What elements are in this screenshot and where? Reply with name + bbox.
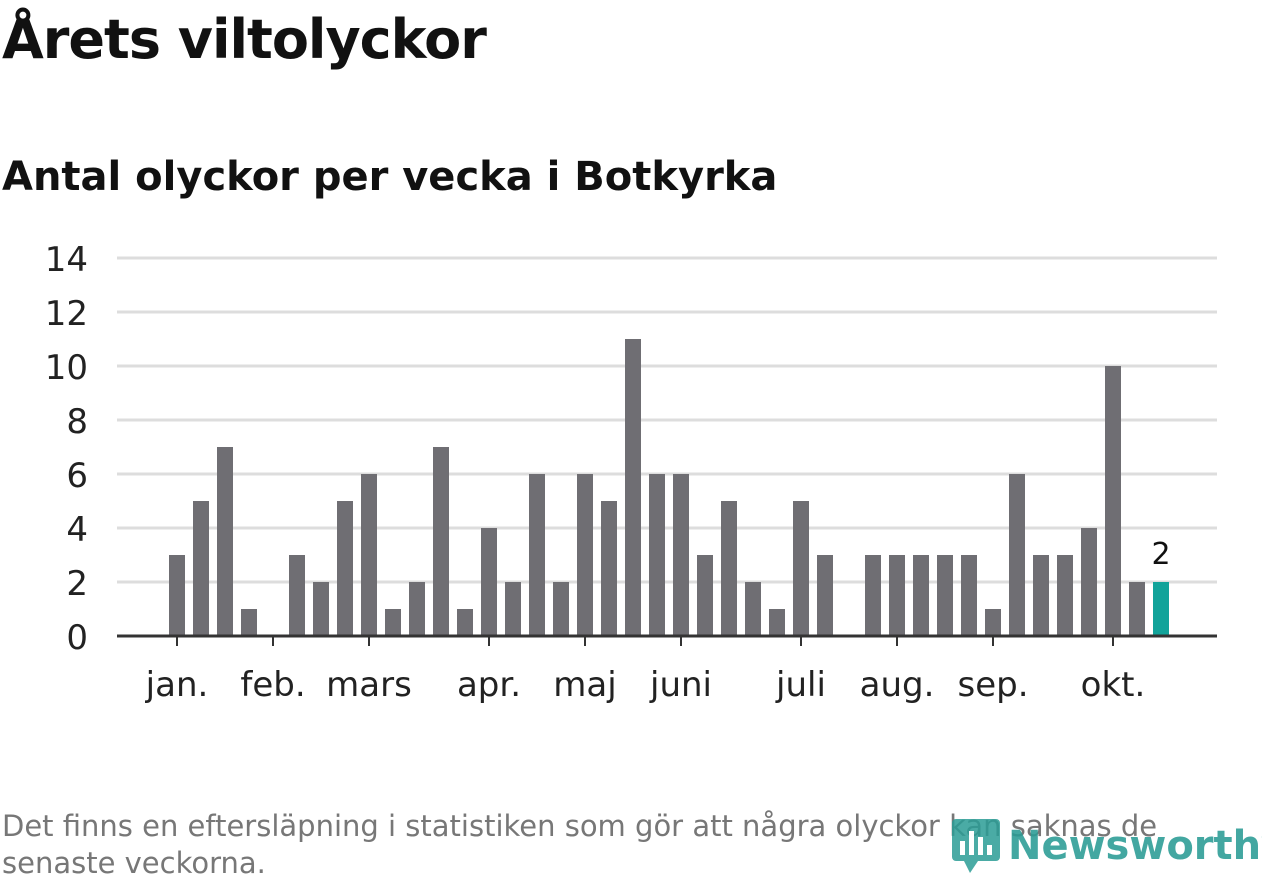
bar <box>577 474 593 636</box>
bar <box>817 555 833 636</box>
x-tick-label: sep. <box>957 665 1028 705</box>
x-tick-label: apr. <box>457 665 521 705</box>
bar <box>1081 528 1097 636</box>
bar <box>649 474 665 636</box>
y-axis-ticks: 0 2 4 6 8 10 12 14 <box>45 240 88 658</box>
bar <box>529 474 545 636</box>
chart-title: Årets viltolyckor <box>2 8 487 71</box>
y-tick-label: 10 <box>45 348 88 388</box>
chart-subtitle: Antal olyckor per vecka i Botkyrka <box>2 154 778 200</box>
bar <box>1057 555 1073 636</box>
y-tick-label: 14 <box>45 240 88 280</box>
bar <box>433 447 449 636</box>
bar <box>457 609 473 636</box>
bar <box>505 582 521 636</box>
x-axis: jan. feb. mars apr. maj juni juli aug. sep. okt. <box>117 634 1217 705</box>
bar <box>409 582 425 636</box>
bar <box>553 582 569 636</box>
bar <box>481 528 497 636</box>
bar <box>1105 366 1121 636</box>
bar <box>793 501 809 636</box>
last-value-label: 2 <box>1151 537 1170 572</box>
x-tick-label: jan. <box>145 665 209 705</box>
x-tick-label: feb. <box>240 665 305 705</box>
bars <box>169 339 1169 636</box>
bar <box>601 501 617 636</box>
y-tick-label: 2 <box>66 564 88 604</box>
bar <box>241 609 257 636</box>
bar <box>721 501 737 636</box>
data-labels: 2 <box>1151 537 1170 572</box>
bar <box>169 555 185 636</box>
bar <box>1033 555 1049 636</box>
bar-latest-week <box>1153 582 1169 636</box>
bar <box>1009 474 1025 636</box>
bar <box>769 609 785 636</box>
x-tick-label: juli <box>775 665 826 705</box>
gridlines <box>117 256 1217 584</box>
bar <box>985 609 1001 636</box>
bar <box>289 555 305 636</box>
y-tick-label: 4 <box>66 510 88 550</box>
brand-name: Newsworthy <box>1008 823 1262 869</box>
bar <box>337 501 353 636</box>
bar <box>865 555 881 636</box>
bar <box>889 555 905 636</box>
bar <box>193 501 209 636</box>
x-tick-label: juni <box>649 665 712 705</box>
bar <box>361 474 377 636</box>
bar <box>913 555 929 636</box>
y-tick-label: 12 <box>45 294 88 334</box>
bar <box>313 582 329 636</box>
newsworthy-logo-icon <box>952 819 1000 873</box>
x-tick-label: maj <box>553 665 616 705</box>
bar <box>961 555 977 636</box>
bar <box>385 609 401 636</box>
brand-logo: Newsworthy <box>950 816 1262 876</box>
y-tick-label: 0 <box>66 618 88 658</box>
bar <box>673 474 689 636</box>
bar <box>625 339 641 636</box>
bar <box>937 555 953 636</box>
y-tick-label: 8 <box>66 402 88 442</box>
x-tick-label: aug. <box>860 665 935 705</box>
x-tick-label: okt. <box>1081 665 1146 705</box>
y-tick-label: 6 <box>66 456 88 496</box>
bar <box>1129 582 1145 636</box>
bar-chart: 0 2 4 6 8 10 12 14 jan. feb. mars apr. maj juni juli a… <box>45 240 1217 705</box>
bar <box>697 555 713 636</box>
x-tick-label: mars <box>326 665 412 705</box>
bar <box>217 447 233 636</box>
bar <box>745 582 761 636</box>
